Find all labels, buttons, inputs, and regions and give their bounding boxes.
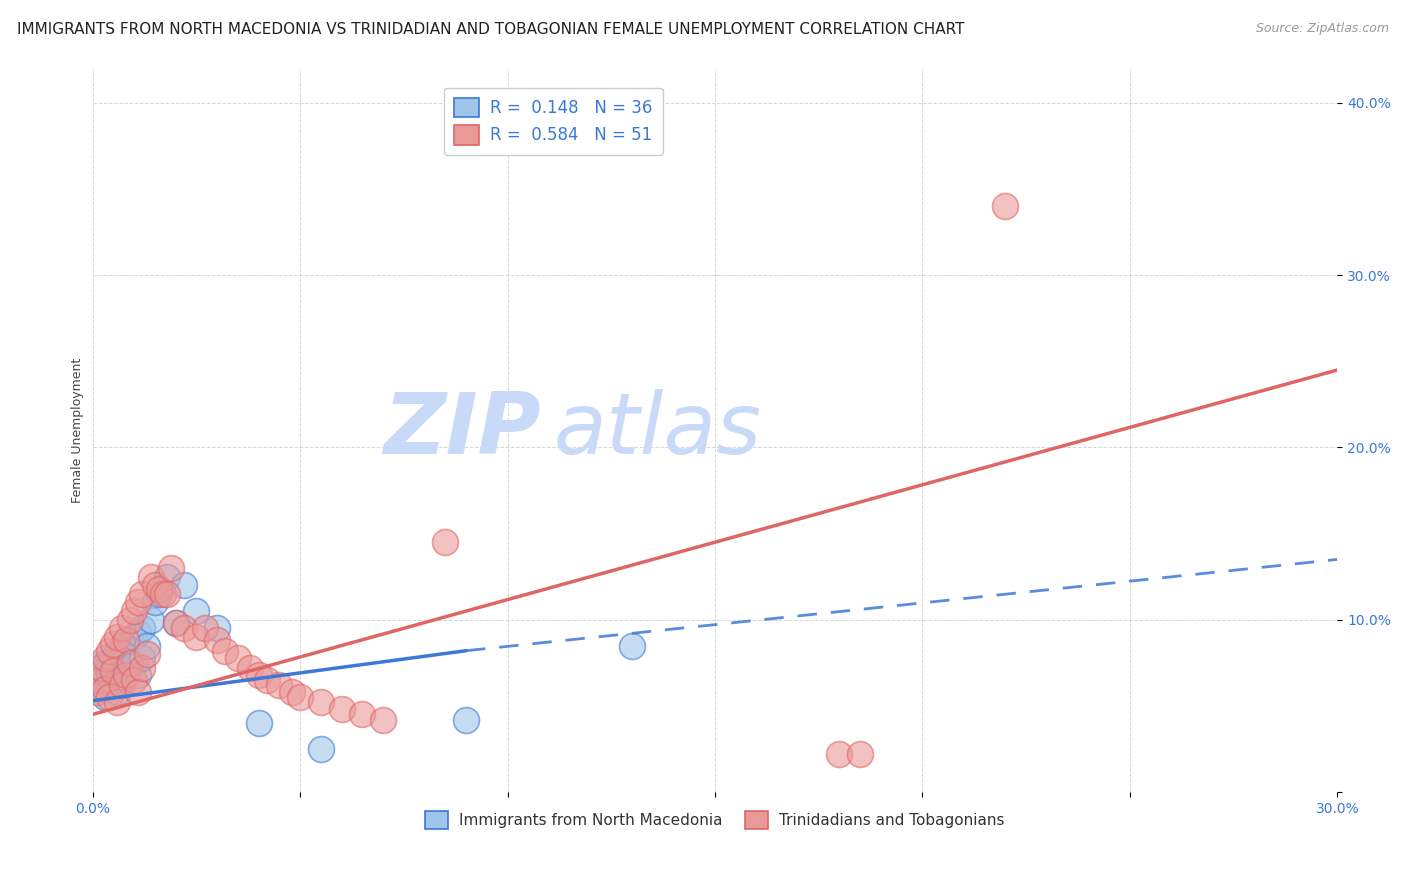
Point bbox=[330, 702, 353, 716]
Point bbox=[173, 621, 195, 635]
Point bbox=[256, 673, 278, 687]
Point bbox=[994, 199, 1017, 213]
Point bbox=[114, 633, 136, 648]
Point bbox=[107, 630, 129, 644]
Point bbox=[114, 665, 136, 679]
Point bbox=[194, 621, 217, 635]
Point bbox=[118, 633, 141, 648]
Point bbox=[103, 676, 125, 690]
Point bbox=[94, 690, 117, 705]
Point bbox=[98, 661, 121, 675]
Point bbox=[454, 713, 477, 727]
Legend: Immigrants from North Macedonia, Trinidadians and Tobagonians: Immigrants from North Macedonia, Trinida… bbox=[419, 805, 1011, 835]
Point bbox=[828, 747, 851, 761]
Point bbox=[281, 685, 304, 699]
Point bbox=[114, 647, 136, 661]
Point bbox=[107, 685, 129, 699]
Point bbox=[94, 650, 117, 665]
Point bbox=[148, 587, 170, 601]
Point bbox=[127, 595, 149, 609]
Point bbox=[107, 695, 129, 709]
Point bbox=[90, 673, 112, 687]
Point bbox=[131, 650, 153, 665]
Point bbox=[186, 630, 208, 644]
Point bbox=[309, 742, 332, 756]
Point bbox=[107, 644, 129, 658]
Point bbox=[118, 659, 141, 673]
Point bbox=[135, 647, 157, 661]
Point bbox=[371, 713, 394, 727]
Point bbox=[131, 621, 153, 635]
Point bbox=[434, 535, 457, 549]
Text: Source: ZipAtlas.com: Source: ZipAtlas.com bbox=[1256, 22, 1389, 36]
Point bbox=[205, 621, 228, 635]
Point bbox=[139, 569, 162, 583]
Point bbox=[143, 595, 166, 609]
Point bbox=[122, 604, 145, 618]
Point bbox=[90, 661, 112, 675]
Point bbox=[103, 665, 125, 679]
Point bbox=[127, 626, 149, 640]
Point bbox=[94, 681, 117, 696]
Point bbox=[239, 661, 262, 675]
Point bbox=[94, 656, 117, 670]
Text: atlas: atlas bbox=[553, 389, 761, 472]
Point bbox=[118, 656, 141, 670]
Point bbox=[849, 747, 872, 761]
Point bbox=[111, 621, 134, 635]
Point bbox=[148, 582, 170, 596]
Point bbox=[165, 616, 187, 631]
Point bbox=[127, 685, 149, 699]
Point bbox=[122, 630, 145, 644]
Point bbox=[118, 613, 141, 627]
Point bbox=[288, 690, 311, 705]
Point bbox=[214, 644, 236, 658]
Point bbox=[143, 578, 166, 592]
Text: IMMIGRANTS FROM NORTH MACEDONIA VS TRINIDADIAN AND TOBAGONIAN FEMALE UNEMPLOYMEN: IMMIGRANTS FROM NORTH MACEDONIA VS TRINI… bbox=[17, 22, 965, 37]
Point bbox=[152, 587, 174, 601]
Point bbox=[90, 665, 112, 679]
Point bbox=[205, 633, 228, 648]
Point bbox=[352, 707, 374, 722]
Text: ZIP: ZIP bbox=[382, 389, 541, 472]
Point bbox=[111, 639, 134, 653]
Point bbox=[98, 644, 121, 658]
Point bbox=[309, 695, 332, 709]
Point bbox=[135, 639, 157, 653]
Point bbox=[186, 604, 208, 618]
Point bbox=[103, 650, 125, 665]
Point bbox=[131, 587, 153, 601]
Point bbox=[247, 716, 270, 731]
Y-axis label: Female Unemployment: Female Unemployment bbox=[72, 358, 84, 503]
Point bbox=[139, 613, 162, 627]
Point bbox=[173, 578, 195, 592]
Point bbox=[269, 678, 291, 692]
Point bbox=[111, 673, 134, 687]
Point bbox=[165, 616, 187, 631]
Point bbox=[90, 681, 112, 696]
Point bbox=[86, 685, 108, 699]
Point bbox=[156, 587, 179, 601]
Point bbox=[122, 656, 145, 670]
Point bbox=[122, 673, 145, 687]
Point bbox=[86, 673, 108, 687]
Point bbox=[111, 678, 134, 692]
Point bbox=[156, 569, 179, 583]
Point bbox=[114, 668, 136, 682]
Point bbox=[98, 690, 121, 705]
Point bbox=[247, 668, 270, 682]
Point bbox=[160, 561, 183, 575]
Point bbox=[127, 668, 149, 682]
Point bbox=[103, 637, 125, 651]
Point bbox=[131, 661, 153, 675]
Point bbox=[621, 639, 644, 653]
Point bbox=[226, 650, 249, 665]
Point bbox=[98, 668, 121, 682]
